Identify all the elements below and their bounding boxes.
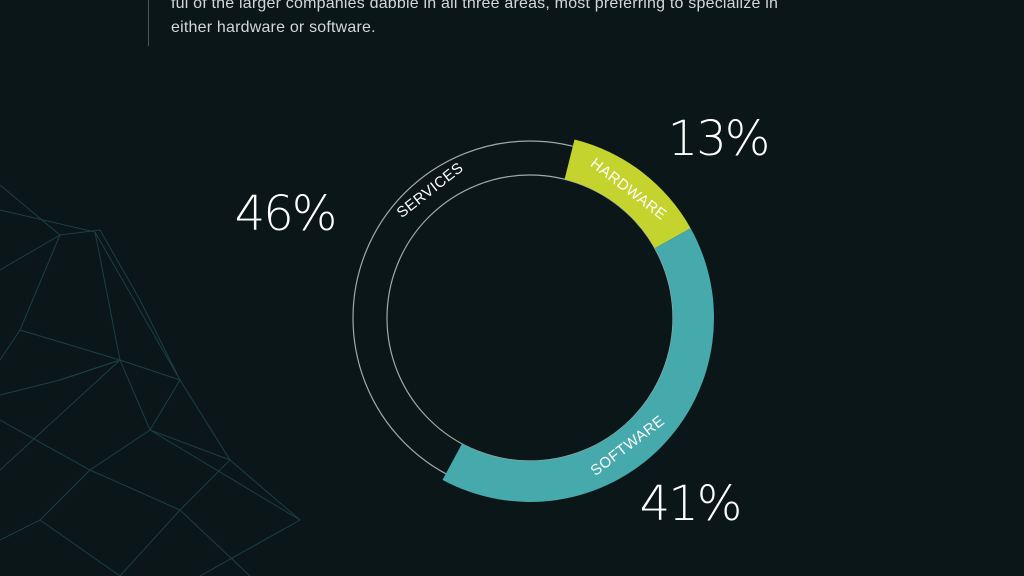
hardware-value-label: 13% <box>668 111 769 167</box>
intro-text-block: ful of the larger companies dabble in al… <box>148 0 949 46</box>
services-outline-inner <box>386 174 674 462</box>
software-segment <box>442 228 714 502</box>
intro-line-1: ful of the larger companies dabble in al… <box>171 0 779 12</box>
software-value-label: 41% <box>640 476 741 532</box>
services-label: SERVICES <box>394 159 467 221</box>
hardware-segment <box>564 139 691 249</box>
intro-line-2: either hardware or software. <box>171 19 376 36</box>
chart-segments <box>442 139 714 502</box>
services-value-label: 46% <box>235 186 336 242</box>
